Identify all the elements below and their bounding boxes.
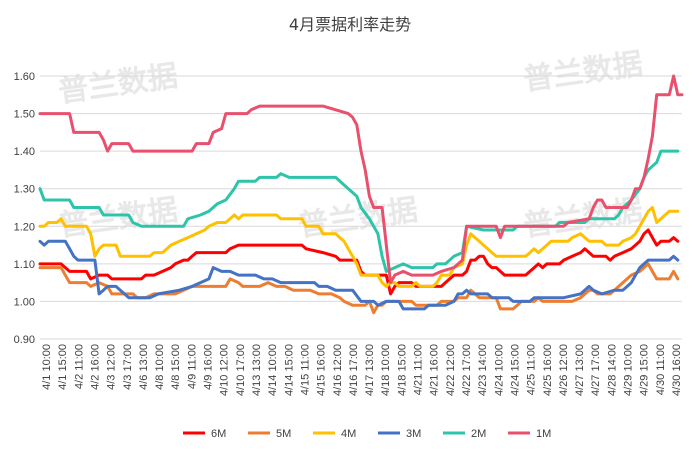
legend-label-6M: 6M: [211, 428, 226, 440]
x-tick-label: 4/27 13:00: [574, 344, 586, 396]
x-tick-label: 4/1 15:00: [57, 344, 69, 390]
x-tick-label: 4/29 10:00: [623, 344, 635, 396]
series-line-1M: [38, 74, 684, 285]
y-tick-label: 0.90: [14, 334, 35, 346]
x-tick-label: 4/9 16:00: [203, 344, 215, 390]
x-tick-label: 4/28 14:00: [606, 344, 618, 396]
x-tick-label: 4/6 13:00: [138, 344, 150, 390]
legend-label-3M: 3M: [406, 428, 421, 440]
x-axis: 4/1 10:00 4/1 15:00 4/2 11:00 4/2 16:00 4/3 …: [41, 344, 683, 396]
y-tick-label: 1.60: [14, 71, 35, 83]
x-tick-label: 4/30 16:00: [671, 344, 683, 396]
x-tick-label: 4/8 15:00: [170, 344, 182, 390]
x-tick-label: 4/15 16:00: [316, 344, 328, 396]
y-axis: 0.90 1.00 1.10 1.20 1.30 1.40 1.50 1.60: [14, 71, 35, 346]
x-tick-label: 4/25 11:00: [526, 344, 538, 395]
y-tick-label: 1.30: [14, 184, 35, 196]
legend-label-5M: 5M: [276, 428, 291, 440]
chart-title: 4月票据利率走势: [289, 15, 411, 34]
y-tick-label: 1.20: [14, 221, 35, 233]
watermarks: 普兰数据 普兰数据 普兰数据 普兰数据 普兰数据: [56, 47, 645, 244]
x-tick-label: 4/21 11:00: [413, 344, 425, 395]
series-line-3M: [38, 239, 680, 311]
x-tick-label: 4/30 11:00: [655, 344, 667, 395]
x-tick-label: 4/2 16:00: [89, 344, 101, 390]
x-tick-label: 4/14 10:00: [267, 344, 279, 396]
x-tick-label: 4/1 10:00: [41, 344, 53, 390]
x-tick-label: 4/27 17:00: [590, 344, 602, 396]
legend: 6M 5M 4M 3M 2M 1M: [183, 428, 551, 440]
x-tick-label: 4/24 15:00: [509, 344, 521, 396]
legend-label-1M: 1M: [536, 428, 551, 440]
x-tick-label: 4/8 10:00: [154, 344, 166, 390]
x-tick-label: 4/14 15:00: [283, 344, 295, 396]
legend-label-2M: 2M: [471, 428, 486, 440]
x-tick-label: 4/9 11:00: [186, 344, 198, 389]
x-tick-label: 4/21 16:00: [429, 344, 441, 396]
x-tick-label: 4/22 17:00: [461, 344, 473, 396]
y-tick-label: 1.00: [14, 296, 35, 308]
x-tick-label: 4/25 16:00: [542, 344, 554, 396]
series-line-2M: [38, 149, 680, 273]
y-tick-label: 1.50: [14, 109, 35, 121]
x-tick-label: 4/3 12:00: [106, 344, 118, 390]
x-tick-label: 4/16 17:00: [348, 344, 360, 396]
series-line-6M: [38, 228, 680, 296]
y-tick-label: 1.40: [14, 146, 35, 158]
x-tick-label: 4/24 10:00: [493, 344, 505, 396]
series-lines: [38, 74, 684, 315]
x-tick-label: 4/16 12:00: [332, 344, 344, 396]
x-tick-label: 4/2 11:00: [73, 344, 85, 389]
y-tick-label: 1.10: [14, 259, 35, 271]
x-tick-label: 4/17 13:00: [364, 344, 376, 396]
x-tick-label: 4/13 13:00: [251, 344, 263, 396]
x-tick-label: 4/18 10:00: [380, 344, 392, 396]
x-tick-label: 4/10 12:00: [219, 344, 231, 396]
x-tick-label: 4/18 15:00: [396, 344, 408, 396]
x-tick-label: 4/23 14:00: [477, 344, 489, 396]
x-tick-label: 4/3 17:00: [122, 344, 134, 390]
legend-label-4M: 4M: [341, 428, 356, 440]
x-tick-label: 4/29 15:00: [639, 344, 651, 396]
x-tick-label: 4/26 12:00: [558, 344, 570, 396]
x-tick-label: 4/22 12:00: [445, 344, 457, 396]
series-line-4M: [38, 206, 680, 288]
x-tick-label: 4/15 11:00: [299, 344, 311, 395]
x-tick-label: 4/10 17:00: [235, 344, 247, 396]
